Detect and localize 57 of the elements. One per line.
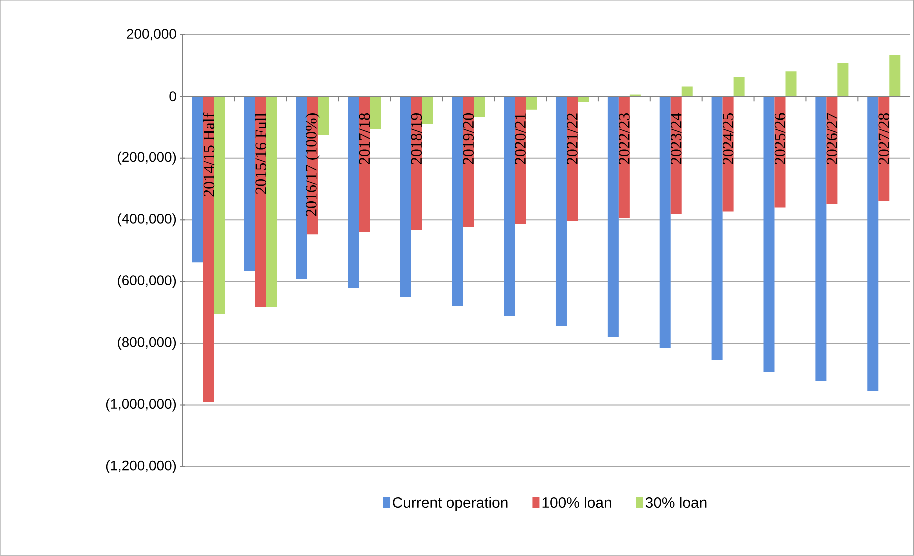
bar xyxy=(838,63,849,97)
x-tick-label: 2017/18 xyxy=(359,113,370,164)
bar xyxy=(255,96,266,308)
x-tick-label: 2019/20 xyxy=(463,113,474,164)
x-tick-label: 2024/25 xyxy=(722,114,734,164)
bar xyxy=(452,96,464,306)
bar xyxy=(682,86,693,97)
bar xyxy=(400,96,412,298)
bar xyxy=(526,96,538,110)
x-tick-label: 2022/23 xyxy=(619,114,630,164)
bar xyxy=(192,96,204,263)
x-tick-label: 2015/16 Full xyxy=(255,113,266,194)
bar xyxy=(318,96,330,136)
x-tick-label: 2014/15 Half xyxy=(203,112,215,197)
y-tick-label: (600,000) xyxy=(118,275,176,288)
x-tick-label: 2020/21 xyxy=(515,114,526,164)
bar xyxy=(556,96,567,326)
bar xyxy=(244,96,256,272)
bar xyxy=(734,78,745,97)
x-tick-label: 2018/19 xyxy=(411,114,422,164)
x-tick-label: 2027/28 xyxy=(878,113,890,164)
x-tick-label: 2023/24 xyxy=(671,113,682,164)
legend-label: Current operation xyxy=(393,497,508,512)
bar xyxy=(422,96,434,124)
y-tick-label: (200,000) xyxy=(118,152,176,165)
y-tick-label: (400,000) xyxy=(118,214,176,227)
bar xyxy=(214,96,226,315)
y-tick-label: 200,000 xyxy=(127,29,176,41)
bar xyxy=(816,96,827,382)
bar xyxy=(359,96,370,232)
x-tick-label: 2026/27 xyxy=(826,113,838,164)
bar xyxy=(712,96,723,360)
x-tick-label: 2021/22 xyxy=(567,114,578,164)
bar xyxy=(578,96,589,103)
bar xyxy=(764,96,775,372)
bar xyxy=(608,96,619,338)
y-tick-label: (800,000) xyxy=(118,337,176,350)
bar xyxy=(868,96,879,392)
y-tick-label: 0 xyxy=(170,92,176,102)
x-tick-label: 2025/26 xyxy=(774,113,786,164)
y-tick-label: (1,200,000) xyxy=(106,460,176,474)
legend-label: 100% loan xyxy=(542,497,612,508)
bar xyxy=(370,96,382,130)
bar xyxy=(566,96,578,222)
bar xyxy=(660,96,671,349)
bar xyxy=(474,96,486,118)
bar xyxy=(203,96,214,402)
legend-label: 30% loan xyxy=(646,497,707,508)
bar xyxy=(411,96,422,230)
bar xyxy=(348,96,360,288)
bar xyxy=(786,72,797,97)
bar xyxy=(296,96,308,280)
bar xyxy=(504,96,516,316)
x-tick-label: 2016/17 (100%) xyxy=(306,114,320,216)
bar xyxy=(890,55,901,97)
y-tick-label: (1,000,000) xyxy=(106,398,176,412)
bar xyxy=(266,96,278,308)
